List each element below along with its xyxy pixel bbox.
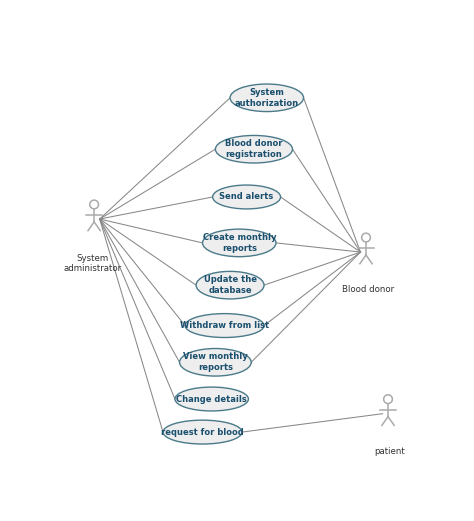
Text: Update the
database: Update the database (203, 275, 256, 295)
Ellipse shape (215, 135, 292, 163)
Ellipse shape (196, 271, 264, 299)
Text: Send alerts: Send alerts (219, 192, 273, 202)
Ellipse shape (202, 229, 276, 257)
Ellipse shape (163, 420, 242, 444)
Text: Blood donor: Blood donor (342, 285, 394, 294)
Ellipse shape (230, 84, 303, 111)
Text: Change details: Change details (176, 394, 247, 404)
Text: System
authorization: System authorization (235, 88, 299, 108)
Text: Withdraw from list: Withdraw from list (180, 321, 269, 330)
Text: System
administrator: System administrator (63, 254, 121, 274)
Ellipse shape (185, 314, 264, 338)
Ellipse shape (175, 387, 248, 411)
Text: request for blood: request for blood (161, 428, 244, 437)
Text: Create monthly
reports: Create monthly reports (202, 233, 276, 253)
Text: View monthly
reports: View monthly reports (183, 352, 248, 373)
Ellipse shape (213, 185, 281, 209)
Text: Blood donor
registration: Blood donor registration (225, 139, 283, 159)
Text: patient: patient (374, 447, 405, 456)
Ellipse shape (180, 349, 251, 376)
